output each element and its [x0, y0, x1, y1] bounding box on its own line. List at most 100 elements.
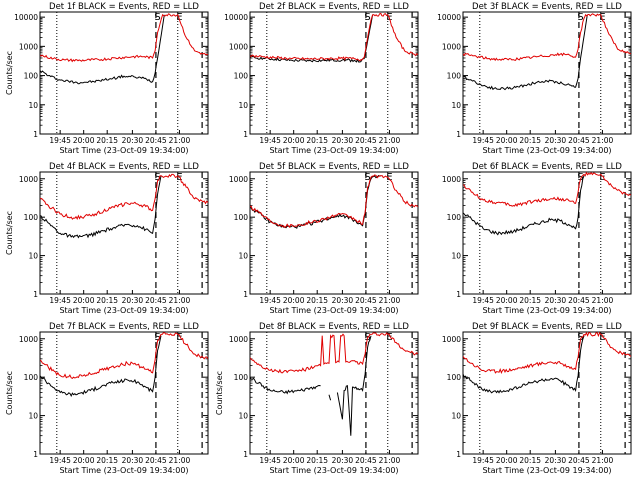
y-tick-label: 10 [28, 252, 38, 261]
x-tick-label: 20:45 [145, 136, 167, 145]
x-tick-label: 20:00 [283, 456, 305, 465]
x-tick-label: 19:45 [259, 456, 281, 465]
x-axis-label: Start Time (23-Oct-09 19:34:00) [482, 306, 611, 315]
y-tick-label: 1000 [442, 175, 461, 184]
chart-panel-2: Det 2f BLACK = Events, RED = LLD 1 10 100 10… [224, 2, 419, 155]
x-tick-label: 20:45 [355, 296, 377, 305]
y-tick-label: 10 [238, 252, 248, 261]
x-tick-label: 20:30 [545, 456, 567, 465]
y-tick-label: 10 [451, 412, 461, 421]
events-series-line [250, 14, 374, 63]
y-tick-label: 10000 [437, 13, 461, 22]
y-tick-label: 10 [28, 101, 38, 110]
marker-e: E [386, 332, 392, 343]
x-tick-label: 20:15 [306, 456, 328, 465]
x-axis-label: Start Time (23-Oct-09 19:34:00) [269, 306, 398, 315]
y-tick-label: 1000 [19, 42, 38, 51]
y-tick-label: 1 [456, 450, 461, 459]
x-axis-label: Start Time (23-Oct-09 19:34:00) [269, 146, 398, 155]
x-tick-label: 20:15 [96, 136, 118, 145]
lld-series-line [463, 332, 631, 374]
series-group [250, 12, 418, 63]
y-tick-label: 1 [243, 450, 248, 459]
chart-title: Det 8f BLACK = Events, RED = LLD [259, 322, 409, 332]
plot-frame [462, 171, 632, 295]
x-tick-label: 21:00 [592, 456, 614, 465]
y-tick-label: 100 [447, 213, 462, 222]
y-tick-label: 10000 [224, 13, 248, 22]
marker-s: S [577, 332, 583, 343]
lld-series-line [250, 174, 418, 229]
x-axis-label: Start Time (23-Oct-09 19:34:00) [269, 466, 398, 475]
x-tick-label: 20:30 [332, 456, 354, 465]
y-tick-label: 100 [234, 373, 249, 382]
y-tick-label: 1000 [229, 42, 248, 51]
marker-s: S [577, 172, 583, 183]
x-tick-label: 20:45 [568, 296, 590, 305]
x-tick-label: 20:15 [519, 456, 541, 465]
x-tick-label: 20:45 [568, 136, 590, 145]
y-tick-label: 1000 [19, 335, 38, 344]
lld-series-line [250, 12, 418, 62]
y-tick-label: 100 [447, 373, 462, 382]
y-tick-label: 10 [451, 252, 461, 261]
marker-s: S [364, 172, 370, 183]
y-tick-label: 100 [24, 213, 39, 222]
plot-frame [462, 331, 632, 455]
series-group [40, 332, 208, 398]
x-tick-label: 19:45 [472, 296, 494, 305]
x-tick-label: 20:45 [145, 456, 167, 465]
events-series-line [328, 394, 332, 401]
y-axis-label: Counts/sec [5, 51, 14, 95]
series-group [40, 13, 208, 85]
x-tick-label: 20:30 [122, 136, 144, 145]
events-series-line [463, 175, 585, 236]
y-tick-label: 10000 [14, 13, 38, 22]
y-tick-label: 1 [456, 290, 461, 299]
y-tick-label: 1000 [442, 335, 461, 344]
x-tick-label: 20:00 [283, 296, 305, 305]
x-tick-label: 20:15 [306, 296, 328, 305]
y-tick-label: 1000 [229, 335, 248, 344]
chart-panel-6: Det 6f BLACK = Events, RED = LLD 1 10 100 10… [442, 162, 632, 315]
plot-frame [39, 11, 209, 135]
lld-series-line [40, 173, 208, 221]
series-group [463, 13, 631, 91]
x-tick-label: 20:30 [545, 136, 567, 145]
x-tick-label: 20:00 [73, 136, 95, 145]
marker-s: S [154, 172, 160, 183]
chart-title: Det 6f BLACK = Events, RED = LLD [472, 162, 622, 172]
y-tick-label: 1000 [229, 175, 248, 184]
x-tick-label: 20:00 [73, 296, 95, 305]
marker-s: S [364, 12, 370, 23]
x-tick-label: 20:15 [519, 296, 541, 305]
x-tick-label: 20:45 [355, 456, 377, 465]
x-axis-label: Start Time (23-Oct-09 19:34:00) [59, 466, 188, 475]
x-tick-label: 20:15 [519, 136, 541, 145]
chart-panel-8: Det 8f BLACK = Events, RED = LLD 1 10 100 10… [215, 322, 419, 475]
series-group [250, 332, 418, 436]
events-series-line [463, 14, 588, 91]
x-tick-label: 19:45 [472, 456, 494, 465]
chart-panel-1: Det 1f BLACK = Events, RED = LLD 1 10 100 10… [5, 2, 209, 155]
x-tick-label: 21:00 [379, 296, 401, 305]
x-tick-label: 21:00 [592, 136, 614, 145]
plot-frame [249, 171, 419, 295]
plot-frame [39, 171, 209, 295]
x-axis-label: Start Time (23-Oct-09 19:34:00) [482, 466, 611, 475]
x-tick-label: 21:00 [379, 456, 401, 465]
chart-panel-9: Det 9f BLACK = Events, RED = LLD 1 10 100 10… [442, 322, 632, 475]
y-axis-label: Counts/sec [5, 211, 14, 255]
y-tick-label: 100 [234, 213, 249, 222]
lld-series-line [463, 13, 631, 62]
events-series-line [40, 175, 162, 239]
chart-panel-7: Det 7f BLACK = Events, RED = LLD 1 10 100 10… [5, 322, 209, 475]
y-tick-label: 100 [24, 72, 39, 81]
marker-e: E [386, 172, 392, 183]
series-group [463, 172, 631, 236]
events-series-line [250, 376, 321, 395]
x-axis-label: Start Time (23-Oct-09 19:34:00) [59, 306, 188, 315]
x-tick-label: 20:45 [145, 296, 167, 305]
chart-title: Det 5f BLACK = Events, RED = LLD [259, 162, 409, 172]
